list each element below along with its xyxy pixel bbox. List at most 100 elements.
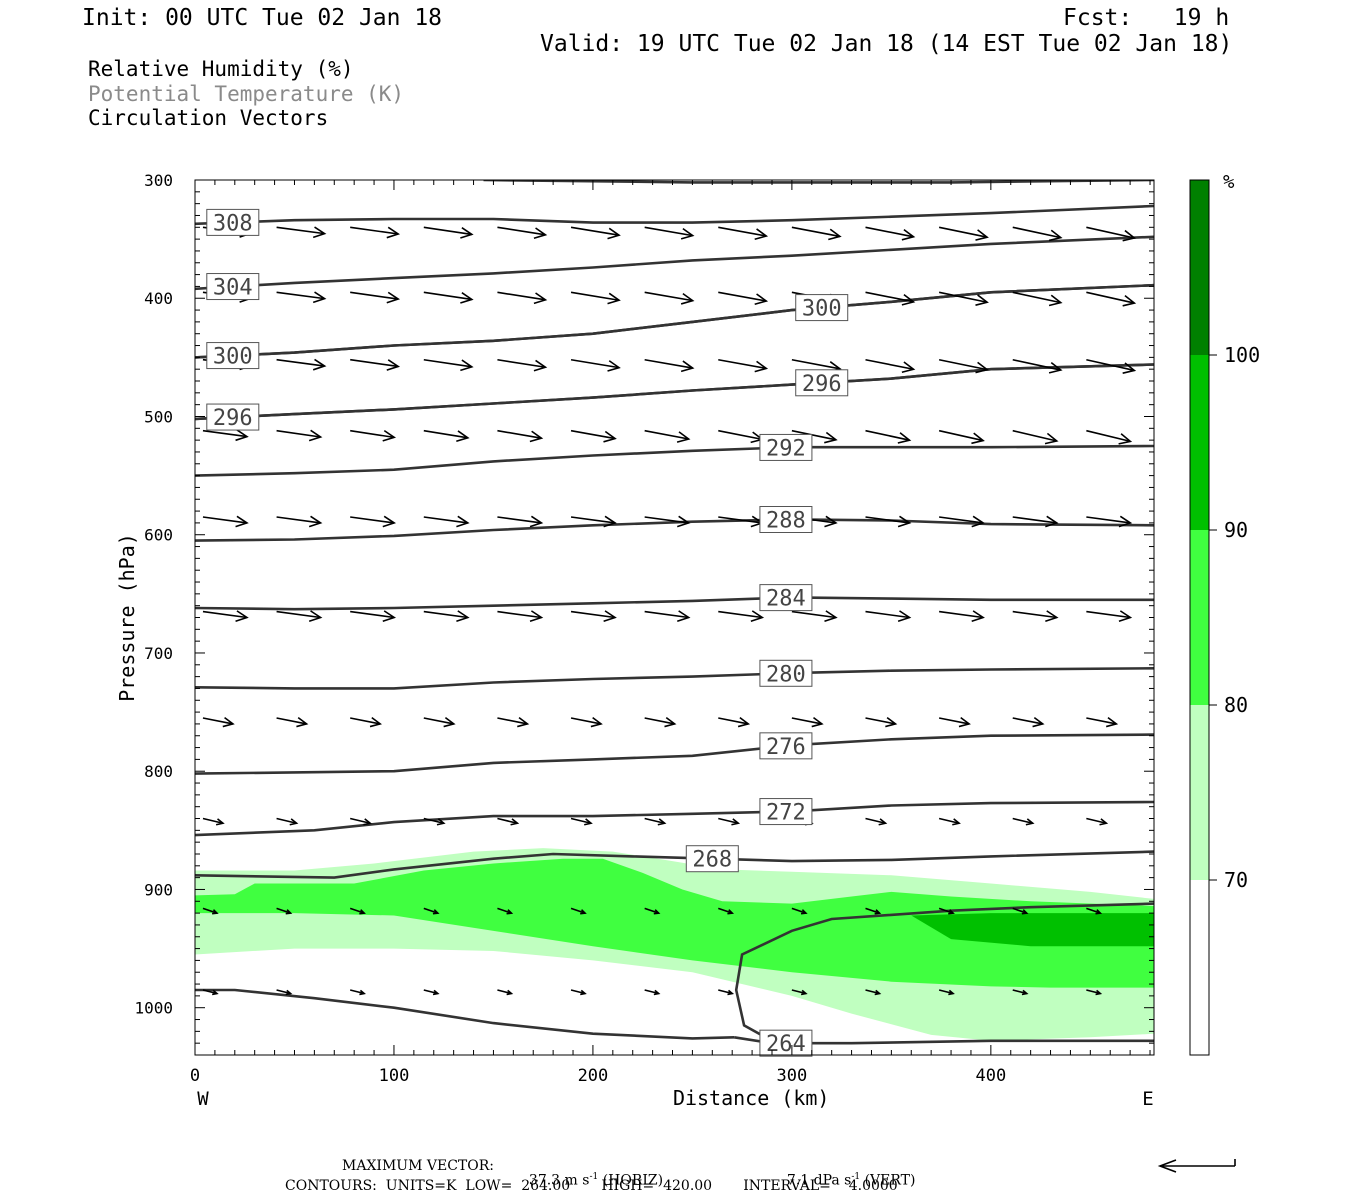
circulation-vector — [791, 226, 841, 238]
circulation-vector — [202, 717, 234, 725]
colorbar-segment — [1190, 355, 1209, 530]
circulation-vector — [644, 717, 675, 725]
contour-label: 276 — [766, 735, 806, 760]
reference-vector-arrow — [1157, 1159, 1236, 1173]
circulation-vector — [865, 429, 910, 441]
circulation-vector — [718, 907, 733, 914]
legend-potential-temperature: Potential Temperature (K) — [88, 82, 405, 106]
circulation-vector — [570, 989, 586, 995]
vector-arrowhead — [1095, 989, 1103, 996]
circulation-vector — [350, 717, 381, 725]
x-tick-label: 100 — [379, 1066, 410, 1086]
circulation-vector — [938, 291, 988, 304]
circulation-vector — [791, 610, 836, 619]
circulation-vector — [350, 358, 399, 368]
vector-arrowhead — [312, 358, 327, 371]
vector-arrowhead — [657, 818, 667, 826]
y-axis-label: Pressure (hPa) — [115, 533, 139, 702]
circulation-vector — [1086, 429, 1131, 443]
vector-arrowhead — [308, 429, 323, 442]
circulation-vector — [349, 907, 365, 914]
vector-arrowhead — [958, 716, 971, 728]
vector-arrowhead — [359, 909, 366, 915]
circulation-vector — [1012, 429, 1057, 442]
contour-label-box — [759, 659, 813, 687]
vector-arrowhead — [460, 227, 474, 239]
circulation-vector — [865, 226, 914, 238]
colorbar-label: 100 — [1224, 343, 1260, 367]
vector-arrowhead — [1045, 515, 1059, 528]
theta-contour-line — [195, 518, 1154, 542]
vector-arrowhead — [285, 909, 293, 915]
vector-arrowhead — [432, 909, 440, 915]
y-tick-label: 700 — [144, 644, 173, 663]
contour-label-box — [759, 798, 813, 826]
vector-arrowhead — [603, 430, 617, 443]
vector-arrowhead — [222, 716, 235, 728]
max-horiz-value: 37.3 m s — [528, 1172, 590, 1189]
vector-arrowhead — [1032, 716, 1045, 728]
valid-time: Valid: 19 UTC Tue 02 Jan 18 (14 EST Tue … — [540, 31, 1233, 57]
legend-relative-humidity: Relative Humidity (%) — [88, 57, 354, 81]
circulation-vector — [497, 429, 542, 439]
vector-arrowhead — [359, 989, 366, 996]
circulation-vector — [1012, 989, 1027, 995]
theta-contour-line — [195, 444, 1154, 477]
vector-arrowhead — [607, 360, 621, 372]
circulation-vector — [1012, 817, 1033, 825]
contour-label: 300 — [802, 297, 842, 322]
circulation-vector — [865, 907, 880, 914]
circulation-vector — [644, 610, 689, 619]
max-horiz-unit: (HORIZ) — [602, 1172, 664, 1189]
circulation-vector — [570, 429, 616, 440]
vector-arrowhead — [1025, 818, 1035, 826]
circulation-vector — [423, 226, 472, 236]
vector-arrowhead — [897, 515, 912, 528]
vector-arrowhead — [312, 291, 327, 304]
vector-arrowhead — [580, 909, 587, 915]
contour-label: 296 — [802, 372, 842, 397]
rh-fill-80 — [195, 858, 1154, 988]
x-tick-label: 200 — [578, 1066, 609, 1086]
vector-arrowhead — [1122, 362, 1137, 374]
vector-arrowhead — [971, 610, 985, 622]
vert-exponent: -1 — [851, 1172, 861, 1182]
vector-arrowhead — [533, 359, 548, 372]
circulation-vector — [938, 358, 988, 371]
theta-contour-line — [195, 667, 1154, 690]
vector-arrowhead — [211, 989, 219, 996]
circulation-vector — [350, 291, 399, 300]
circulation-vector — [1086, 717, 1117, 725]
circulation-vector — [938, 429, 984, 442]
x-tick-label: 300 — [777, 1066, 808, 1086]
circulation-vector — [1012, 907, 1027, 914]
circulation-vector — [276, 610, 321, 619]
max-vert-value: 7.1 dPa s — [786, 1172, 852, 1189]
west-label: W — [197, 1088, 209, 1110]
vector-arrowhead — [901, 293, 916, 306]
circulation-vector — [791, 907, 807, 914]
circulation-vector — [718, 291, 767, 302]
circulation-vector — [718, 429, 763, 441]
vector-arrowhead — [506, 909, 514, 915]
circulation-vector — [423, 516, 468, 524]
circulation-vector — [938, 717, 970, 725]
vector-arrowhead — [948, 989, 955, 996]
vector-arrowhead — [824, 431, 838, 444]
y-tick-label: 800 — [144, 762, 173, 781]
circulation-vector — [938, 226, 988, 238]
circulation-vector — [865, 989, 880, 995]
circulation-vector — [865, 717, 896, 725]
circulation-vector — [276, 516, 321, 524]
vector-arrowhead — [897, 432, 912, 444]
circulation-vector — [718, 610, 763, 619]
circulation-vector — [1086, 989, 1101, 995]
contour-label-box — [759, 1029, 813, 1057]
contour-label-box — [795, 294, 849, 322]
circulation-vector — [497, 817, 518, 825]
vector-arrowhead — [460, 292, 474, 304]
max-horiz-vector: 37.3 m s-1 (HORIZ) — [520, 1159, 663, 1188]
vector-arrowhead — [680, 360, 695, 373]
theta-contour-line — [195, 596, 1154, 611]
vector-arrowhead — [1044, 432, 1059, 445]
